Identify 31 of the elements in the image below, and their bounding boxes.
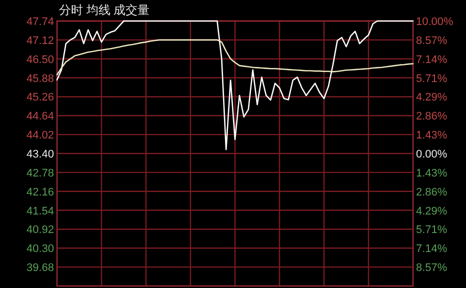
y2-tick-label: 1.43%	[416, 167, 448, 180]
y2-tick-label: 5.71%	[416, 224, 448, 236]
y2-tick-label: 8.57%	[416, 262, 448, 274]
y-tick-label: 46.50	[26, 54, 54, 66]
y2-tick-label: 7.14%	[416, 54, 448, 66]
y2-tick-label: 1.43%	[416, 130, 448, 142]
y-tick-label: 44.02	[26, 130, 54, 142]
y2-tick-label: 10.00%	[416, 16, 454, 28]
y-tick-label: 47.12	[26, 34, 54, 47]
y2-tick-label: 8.57%	[416, 34, 448, 47]
y-tick-label: 45.88	[26, 72, 54, 85]
y-tick-label: 40.30	[26, 243, 54, 256]
y-tick-label: 44.64	[26, 110, 54, 123]
line-series	[56, 20, 414, 150]
y-tick-label: 40.92	[26, 224, 54, 236]
y2-tick-label: 4.29%	[416, 92, 448, 104]
y2-tick-label: 4.29%	[416, 205, 448, 218]
y2-tick-label: 5.71%	[416, 72, 448, 85]
y-tick-label: 45.26	[26, 92, 54, 104]
y-tick-label: 42.16	[26, 186, 54, 198]
y2-tick-label: 0.00%	[416, 148, 448, 160]
y2-tick-label: 2.86%	[416, 110, 448, 123]
y-tick-label: 47.74	[26, 16, 54, 28]
y-tick-label: 41.54	[26, 205, 54, 218]
y-tick-label: 43.40	[26, 148, 54, 160]
y-tick-label: 42.78	[26, 167, 54, 180]
y2-tick-label: 7.14%	[416, 243, 448, 256]
line-series	[56, 39, 414, 76]
chart-title: 分时 均线 成交量	[59, 3, 150, 17]
y2-tick-label: 2.86%	[416, 186, 448, 198]
y-tick-label: 39.68	[26, 262, 54, 274]
